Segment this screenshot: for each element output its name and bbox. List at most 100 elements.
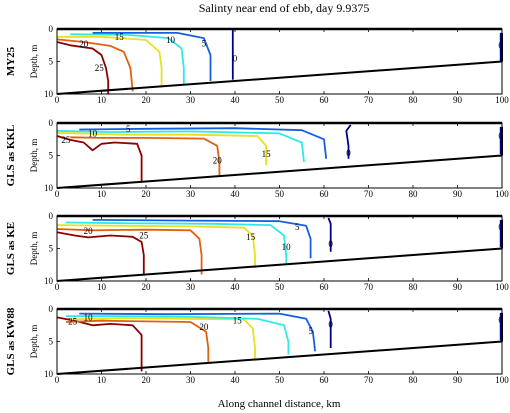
- y-tick-label: 0: [49, 304, 54, 314]
- channel-bottom-line: [56, 60, 503, 95]
- contour-label-5-4: 5: [295, 222, 300, 232]
- contour-label-0-5: 0: [328, 320, 333, 330]
- contour-label-0-5: 0: [328, 239, 333, 249]
- x-tick-label: 10: [97, 282, 107, 292]
- x-tick-label: 0: [55, 375, 60, 385]
- contour-label-10-3: 10: [84, 312, 94, 322]
- contour-label-5-4: 5: [202, 38, 207, 48]
- y-tick-label: 0: [49, 24, 54, 34]
- panel-name-label: MY25: [5, 46, 17, 76]
- channel-bottom-line: [56, 154, 503, 189]
- contour-label-0-6: 0: [498, 315, 503, 325]
- x-tick-label: 40: [231, 189, 241, 199]
- contour-label-25-0: 25: [139, 231, 149, 241]
- x-tick-label: 10: [97, 95, 107, 105]
- y-tick-label: 10: [44, 369, 54, 379]
- y-tick-label: 10: [44, 89, 54, 99]
- contour-line-15-2: [57, 35, 163, 88]
- x-tick-label: 30: [186, 375, 196, 385]
- contour-label-15-2: 15: [115, 32, 125, 42]
- x-tick-label: 50: [275, 282, 285, 292]
- x-axis-label: Along channel distance, km: [218, 398, 341, 410]
- contour-label-15-2: 15: [233, 316, 243, 326]
- x-tick-label: 10: [97, 189, 107, 199]
- contour-line-25-0: [56, 231, 145, 275]
- x-tick-label: 30: [186, 189, 196, 199]
- contour-line-10-3: [65, 221, 288, 264]
- y-tick-label: 5: [49, 151, 54, 161]
- panel-name-label: GLS as KKL: [5, 125, 17, 187]
- contour-label-20-1: 20: [79, 39, 89, 49]
- contour-line-10-3: [70, 33, 185, 85]
- contour-label-5-4: 5: [126, 124, 131, 134]
- chart-title: Salinty near end of ebb, day 9.9375: [199, 1, 370, 15]
- y-tick-label: 5: [49, 337, 54, 347]
- x-tick-label: 40: [231, 95, 241, 105]
- x-tick-label: 80: [409, 189, 419, 199]
- contour-label-20-1: 20: [199, 322, 209, 332]
- contour-label-15-2: 15: [246, 232, 256, 242]
- x-tick-label: 60: [320, 282, 330, 292]
- y-axis-label: Depth, m: [29, 325, 39, 359]
- x-tick-label: 90: [453, 375, 463, 385]
- x-tick-label: 0: [55, 282, 60, 292]
- x-tick-label: 100: [495, 282, 509, 292]
- x-tick-label: 70: [364, 95, 374, 105]
- x-tick-label: 60: [320, 95, 330, 105]
- x-tick-label: 20: [142, 282, 152, 292]
- x-tick-label: 50: [275, 375, 285, 385]
- y-axis-label: Depth, m: [29, 45, 39, 79]
- x-tick-label: 0: [55, 189, 60, 199]
- x-tick-label: 90: [453, 282, 463, 292]
- x-tick-label: 70: [364, 189, 374, 199]
- contour-line-25-0: [56, 41, 110, 94]
- contour-label-5-4: 5: [308, 326, 313, 336]
- contour-line-20-1: [70, 136, 221, 175]
- contour-label-0-5: 0: [233, 53, 238, 63]
- contour-line-15-2: [56, 224, 256, 268]
- contour-line-10-3: [56, 129, 305, 163]
- x-tick-label: 60: [320, 189, 330, 199]
- x-tick-label: 50: [275, 189, 285, 199]
- contour-label-25-0: 25: [61, 135, 71, 145]
- x-tick-label: 20: [142, 189, 152, 199]
- y-tick-label: 5: [49, 57, 54, 67]
- x-tick-label: 100: [495, 375, 509, 385]
- x-tick-label: 40: [231, 282, 241, 292]
- x-tick-label: 20: [142, 375, 152, 385]
- x-tick-label: 30: [186, 282, 196, 292]
- x-tick-label: 10: [97, 375, 107, 385]
- contour-label-10-3: 10: [282, 242, 292, 252]
- y-axis-label: Depth, m: [29, 139, 39, 173]
- contour-label-25-0: 25: [95, 63, 105, 73]
- contour-line-0-5: [327, 310, 332, 348]
- contour-label-25-0: 25: [68, 316, 78, 326]
- y-tick-label: 0: [49, 118, 54, 128]
- x-tick-label: 100: [495, 95, 509, 105]
- x-tick-label: 90: [453, 95, 463, 105]
- contour-line-20-1: [56, 228, 203, 275]
- contour-label-0-6: 0: [498, 40, 503, 50]
- contour-line-15-2: [70, 317, 256, 360]
- x-tick-label: 100: [495, 189, 509, 199]
- channel-bottom-line: [56, 340, 503, 375]
- contour-label-15-2: 15: [262, 149, 272, 159]
- contour-line-5-4: [92, 32, 212, 81]
- contour-label-0-5: 0: [346, 148, 351, 158]
- x-tick-label: 80: [409, 282, 419, 292]
- contour-label-10-3: 10: [166, 35, 176, 45]
- contour-label-0-6: 0: [498, 131, 503, 141]
- x-tick-label: 40: [231, 375, 241, 385]
- y-tick-label: 10: [44, 183, 54, 193]
- x-tick-label: 90: [453, 189, 463, 199]
- x-tick-label: 80: [409, 95, 419, 105]
- contour-label-0-6: 0: [498, 222, 503, 232]
- x-tick-label: 80: [409, 375, 419, 385]
- contour-label-10-3: 10: [88, 128, 98, 138]
- x-tick-label: 20: [142, 95, 152, 105]
